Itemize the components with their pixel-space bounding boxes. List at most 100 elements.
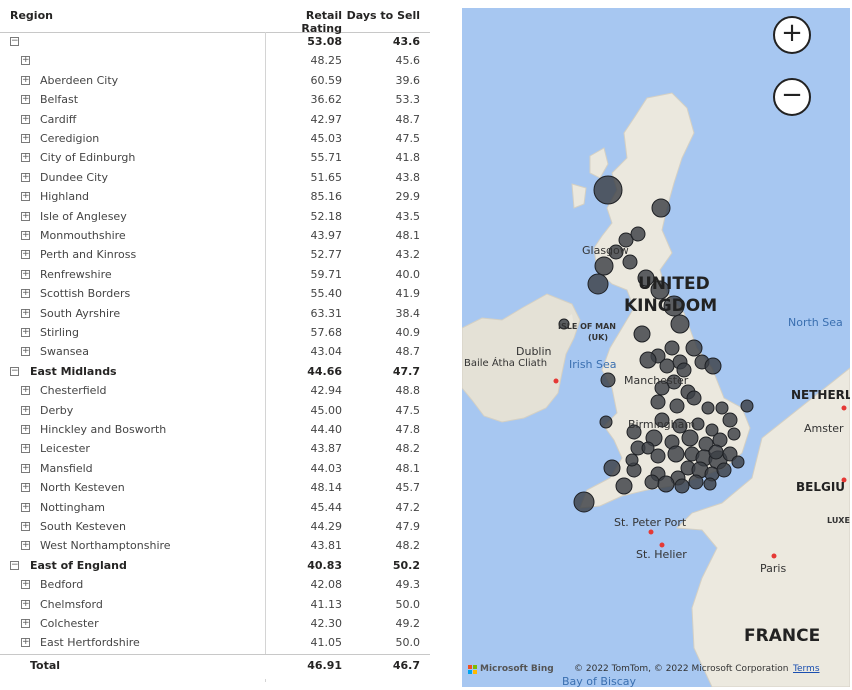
map-bubble[interactable]	[659, 358, 675, 374]
table-row[interactable]: + Dundee City 51.65 43.8	[0, 169, 430, 188]
map-bubble[interactable]	[716, 462, 732, 478]
map-bubble[interactable]	[650, 448, 666, 464]
expand-icon[interactable]: +	[21, 210, 30, 221]
expand-icon[interactable]: +	[21, 637, 30, 648]
map-bubble[interactable]	[651, 198, 671, 218]
table-row[interactable]: + Highland 85.16 29.9	[0, 188, 430, 207]
map-bubble[interactable]	[593, 175, 623, 205]
table-row[interactable]: + Belfast 36.62 53.3	[0, 91, 430, 110]
map-bubble[interactable]	[701, 401, 715, 415]
map-bubble[interactable]	[704, 357, 722, 375]
expand-icon[interactable]: +	[21, 55, 30, 66]
map-bubble[interactable]	[573, 491, 595, 513]
expand-icon[interactable]: +	[21, 230, 30, 240]
collapse-icon[interactable]: −	[10, 36, 19, 46]
map-bubble[interactable]	[600, 372, 616, 388]
map-bubble[interactable]	[603, 459, 621, 477]
table-row[interactable]: + Derby 45.00 47.5	[0, 402, 430, 421]
map-bubble[interactable]	[654, 412, 670, 428]
map-bubble[interactable]	[608, 244, 624, 260]
map-bubble[interactable]	[626, 424, 642, 440]
group-row[interactable]: − East Midlands 44.66 47.7	[0, 363, 430, 382]
expand-icon[interactable]: +	[21, 327, 30, 337]
table-row[interactable]: + Perth and Kinross 52.77 43.2	[0, 246, 430, 265]
map-bubble[interactable]	[587, 273, 609, 295]
map-bubble[interactable]	[657, 475, 675, 493]
map-bubble[interactable]	[615, 477, 633, 495]
map-bubble[interactable]	[703, 477, 717, 491]
zoom-in-button[interactable]: +	[773, 16, 811, 54]
expand-icon[interactable]: +	[21, 249, 30, 260]
collapse-icon[interactable]: −	[10, 365, 19, 376]
bubble-map[interactable]: UNITED KINGDOM North Sea ISLE OF MAN (UK…	[462, 8, 850, 687]
expand-icon[interactable]: +	[21, 521, 30, 531]
map-bubble[interactable]	[644, 474, 660, 490]
collapse-icon[interactable]: −	[10, 559, 19, 570]
map-bubble[interactable]	[641, 441, 655, 455]
expand-icon[interactable]: +	[21, 404, 30, 415]
map-bubble[interactable]	[685, 339, 703, 357]
expand-icon[interactable]: +	[21, 152, 30, 163]
expand-icon[interactable]: +	[21, 501, 30, 512]
table-row[interactable]: + Chesterfield 42.94 48.8	[0, 382, 430, 401]
table-row[interactable]: + Cardiff 42.97 48.7	[0, 111, 430, 130]
map-bubble[interactable]	[740, 399, 754, 413]
table-row[interactable]: + East Hertfordshire 41.05 50.0	[0, 634, 430, 653]
map-bubble[interactable]	[599, 415, 613, 429]
expand-icon[interactable]: +	[21, 133, 30, 143]
map-bubble[interactable]	[667, 445, 685, 463]
table-row[interactable]: + Isle of Anglesey 52.18 43.5	[0, 208, 430, 227]
expand-icon[interactable]: +	[21, 346, 30, 357]
map-bubble[interactable]	[688, 474, 704, 490]
expand-icon[interactable]: +	[21, 424, 30, 434]
expand-icon[interactable]: +	[21, 385, 30, 396]
map-bubble[interactable]	[670, 314, 690, 334]
expand-icon[interactable]: +	[21, 74, 30, 85]
table-row[interactable]: + Hinckley and Bosworth 44.40 47.8	[0, 421, 430, 440]
expand-icon[interactable]: +	[21, 268, 30, 279]
map-bubble[interactable]	[594, 256, 614, 276]
region-column-header[interactable]: Region	[10, 9, 53, 22]
map-bubble[interactable]	[676, 362, 692, 378]
expand-icon[interactable]: +	[21, 598, 30, 609]
group-row[interactable]: − 53.08 43.6	[0, 33, 430, 52]
expand-icon[interactable]: +	[21, 579, 30, 590]
table-row[interactable]: + Colchester 42.30 49.2	[0, 615, 430, 634]
table-row[interactable]: + West Northamptonshire 43.81 48.2	[0, 537, 430, 556]
table-row[interactable]: + South Ayrshire 63.31 38.4	[0, 305, 430, 324]
retail-rating-column-header[interactable]: Retail Rating	[301, 9, 342, 35]
map-bubble[interactable]	[686, 390, 702, 406]
table-row[interactable]: + Leicester 43.87 48.2	[0, 440, 430, 459]
group-row[interactable]: − East of England 40.83 50.2	[0, 557, 430, 576]
expand-icon[interactable]: +	[21, 618, 30, 628]
table-row[interactable]: + Mansfield 44.03 48.1	[0, 460, 430, 479]
expand-icon[interactable]: +	[21, 307, 30, 318]
table-row[interactable]: + Nottingham 45.44 47.2	[0, 499, 430, 518]
map-bubble[interactable]	[654, 380, 670, 396]
table-row[interactable]: + North Kesteven 48.14 45.7	[0, 479, 430, 498]
map-bubble[interactable]	[637, 269, 655, 287]
map-bubble[interactable]	[558, 318, 570, 330]
table-row[interactable]: + Monmouthshire 43.97 48.1	[0, 227, 430, 246]
expand-icon[interactable]: +	[21, 191, 30, 202]
map-bubble[interactable]	[681, 429, 699, 447]
map-bubble[interactable]	[650, 394, 666, 410]
zoom-out-button[interactable]: −	[773, 78, 811, 116]
expand-icon[interactable]: +	[21, 482, 30, 493]
map-bubble[interactable]	[705, 423, 719, 437]
table-row[interactable]: + City of Edinburgh 55.71 41.8	[0, 149, 430, 168]
expand-icon[interactable]: +	[21, 540, 30, 551]
table-row[interactable]: + Aberdeen City 60.59 39.6	[0, 72, 430, 91]
table-row[interactable]: + Swansea 43.04 48.7	[0, 343, 430, 362]
map-bubble[interactable]	[731, 455, 745, 469]
map-bubble[interactable]	[639, 351, 657, 369]
map-bubble[interactable]	[672, 418, 688, 434]
expand-icon[interactable]: +	[21, 288, 30, 299]
map-bubble[interactable]	[715, 401, 729, 415]
map-bubble[interactable]	[669, 398, 685, 414]
map-bubble[interactable]	[664, 340, 680, 356]
table-row[interactable]: + Ceredigion 45.03 47.5	[0, 130, 430, 149]
table-row[interactable]: + South Kesteven 44.29 47.9	[0, 518, 430, 537]
table-row[interactable]: + Chelmsford 41.13 50.0	[0, 596, 430, 615]
table-row[interactable]: +48.25 45.6	[0, 52, 430, 71]
